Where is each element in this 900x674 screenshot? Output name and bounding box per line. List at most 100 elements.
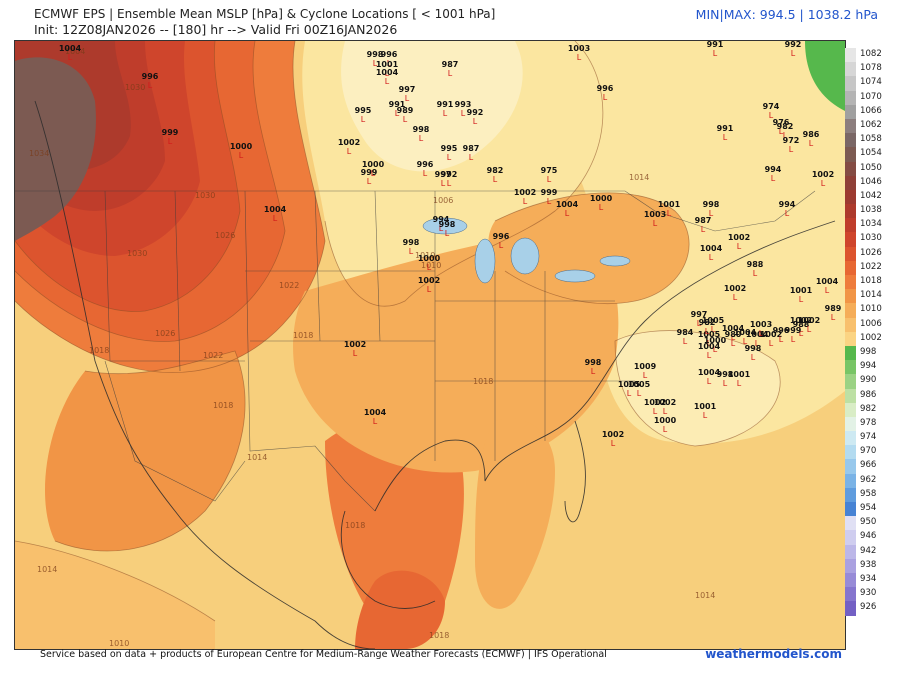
colorbar-row: 1046 xyxy=(845,175,899,190)
low-center-icon: L xyxy=(598,203,604,212)
colorbar-swatch xyxy=(845,303,856,318)
colorbar-swatch xyxy=(845,374,856,389)
low-center-icon: L xyxy=(706,351,712,360)
colorbar-row: 994 xyxy=(845,360,899,375)
cyclone-marker: 1004 L xyxy=(556,201,578,219)
low-center-icon: L xyxy=(576,53,582,62)
cyclone-marker: 999 L xyxy=(541,189,558,207)
cyclone-pressure-value: 988 xyxy=(746,260,764,269)
colorbar-label: 1054 xyxy=(860,148,882,159)
cyclone-marker: 992 L xyxy=(441,171,458,189)
cyclone-marker: 996 L xyxy=(417,161,434,179)
cyclone-pressure-value: 994 xyxy=(778,200,796,209)
colorbar-label: 986 xyxy=(860,389,877,400)
colorbar-swatch xyxy=(845,147,856,162)
colorbar-row: 1010 xyxy=(845,303,899,318)
low-center-icon: L xyxy=(498,241,504,250)
cyclone-pressure-value: 991 xyxy=(716,124,734,133)
cyclone-marker: 996 L xyxy=(381,51,398,69)
colorbar-label: 1074 xyxy=(860,77,882,88)
pressure-map: 1004 1030 1034 1030 1026 1030 1026 1022 … xyxy=(14,40,846,650)
isobar-label: 1010 xyxy=(415,251,436,260)
colorbar-label: 990 xyxy=(860,375,877,386)
brand-link[interactable]: weathermodels.com xyxy=(705,647,842,661)
low-center-icon: L xyxy=(798,325,804,334)
cyclone-pressure-value: 1002 xyxy=(417,276,441,285)
cyclone-marker: 1001 L xyxy=(375,60,399,79)
cyclone-pressure-value: 1004 xyxy=(721,324,745,333)
low-center-icon: L xyxy=(472,117,478,126)
cyclone-marker: 1005 L xyxy=(697,330,721,349)
colorbar-row: 926 xyxy=(845,601,899,616)
cyclone-pressure-value: 999 xyxy=(161,128,179,137)
cyclone-marker: 1002 L xyxy=(514,189,536,207)
cyclone-pressure-value: 1002 xyxy=(337,138,361,147)
cyclone-pressure-value: 1000 xyxy=(417,254,441,263)
cyclone-pressure-value: 1000 xyxy=(229,142,253,151)
colorbar-swatch xyxy=(845,218,856,233)
cyclone-pressure-value: 995 xyxy=(440,144,458,153)
colorbar-row: 958 xyxy=(845,487,899,502)
low-center-icon: L xyxy=(418,134,424,143)
colorbar-label: 1006 xyxy=(860,318,882,329)
low-center-icon: L xyxy=(704,327,710,336)
cyclone-pressure-value: 1005 xyxy=(697,330,721,339)
colorbar-label: 1026 xyxy=(860,247,882,258)
low-center-icon: L xyxy=(366,177,372,186)
cyclone-pressure-value: 1004 xyxy=(733,328,757,337)
low-center-icon: L xyxy=(666,209,672,218)
cyclone-marker: 998 L xyxy=(402,238,420,257)
cyclone-pressure-value: 1001 xyxy=(657,200,681,209)
pressure-field xyxy=(15,41,845,649)
cyclone-pressure-value: 976 xyxy=(772,118,790,127)
cyclone-marker: 995 L xyxy=(355,107,372,125)
cyclone-pressure-value: 1003 xyxy=(643,210,667,219)
low-center-icon: L xyxy=(778,127,784,136)
cyclone-marker: 976 L xyxy=(772,118,790,137)
cyclone-marker: 1004 L xyxy=(698,343,720,361)
cyclone-marker: 991 L xyxy=(716,124,734,143)
low-center-icon: L xyxy=(442,109,448,118)
cyclone-pressure-value: 998 xyxy=(402,238,420,247)
cyclone-pressure-value: 982 xyxy=(698,318,716,327)
colorbar-row: 938 xyxy=(845,558,899,573)
colorbar-label: 978 xyxy=(860,417,877,428)
cyclone-pressure-value: 1002 xyxy=(643,398,667,407)
low-center-icon: L xyxy=(830,313,836,322)
low-center-icon: L xyxy=(546,175,552,184)
cyclone-pressure-value: 987 xyxy=(462,144,480,153)
colorbar-row: 986 xyxy=(845,388,899,403)
colorbar-label: 994 xyxy=(860,361,877,372)
cyclone-marker: 974 L xyxy=(763,103,780,121)
low-center-icon: L xyxy=(736,379,742,388)
colorbar-swatch xyxy=(845,175,856,190)
cyclone-pressure-value: 972 xyxy=(782,136,800,145)
cyclone-pressure-value: 996 xyxy=(141,72,159,81)
colorbar-swatch xyxy=(845,388,856,403)
low-center-icon: L xyxy=(808,139,814,148)
colorbar-swatch xyxy=(845,289,856,304)
low-center-icon: L xyxy=(730,339,736,348)
isobar-label: 1018 xyxy=(345,521,366,530)
cyclone-pressure-value: 991 xyxy=(706,40,724,49)
cyclone-marker: 1002 L xyxy=(344,341,366,359)
colorbar-swatch xyxy=(845,204,856,219)
low-center-icon: L xyxy=(820,179,826,188)
colorbar-swatch xyxy=(845,48,856,63)
colorbar-label: 1070 xyxy=(860,91,882,102)
colorbar-row: 962 xyxy=(845,473,899,488)
low-center-icon: L xyxy=(370,169,376,178)
cyclone-marker: 982 L xyxy=(487,167,504,185)
low-center-icon: L xyxy=(408,247,414,256)
cyclone-pressure-value: 1005 xyxy=(701,316,725,325)
cyclone-marker: 988 L xyxy=(793,321,810,339)
colorbar-label: 966 xyxy=(860,460,877,471)
cyclone-marker: 980 L xyxy=(725,331,742,349)
low-center-icon: L xyxy=(652,219,658,228)
cyclone-pressure-value: 1004 xyxy=(699,244,723,253)
low-center-icon: L xyxy=(710,325,716,334)
colorbar-row: 1030 xyxy=(845,232,899,247)
isobar-label: 1014 xyxy=(629,173,650,182)
cyclone-pressure-value: 1004 xyxy=(697,368,721,377)
cyclone-pressure-value: 1001 xyxy=(375,60,399,69)
